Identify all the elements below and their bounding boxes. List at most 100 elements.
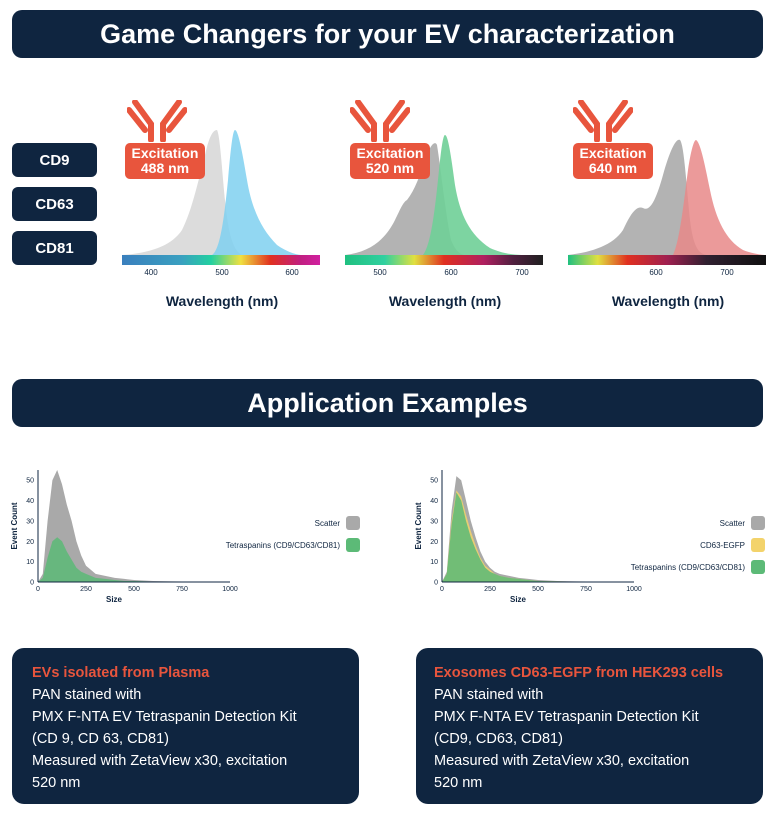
- spectrum-bar: [122, 255, 320, 265]
- x-axis-label: Size: [106, 595, 123, 604]
- emission-curve: [212, 130, 302, 255]
- card-line: PMX F-NTA EV Tetraspanin Detection Kit: [32, 709, 297, 725]
- legend-swatch: [346, 538, 360, 552]
- excitation-label: Excitation: [579, 145, 647, 161]
- excitation-badge: Excitation 520 nm: [350, 143, 430, 179]
- y-tick-label: 50: [430, 478, 438, 485]
- tick-label: 400: [144, 268, 158, 277]
- spectrum-bar: [345, 255, 543, 265]
- x-tick-label: 1000: [222, 586, 238, 593]
- marker-cd81: CD81: [12, 231, 97, 265]
- legend-label: Scatter: [314, 518, 340, 528]
- emission-curve: [673, 140, 766, 255]
- card-line: PAN stained with: [32, 687, 142, 703]
- marker-cd9: CD9: [12, 143, 97, 177]
- spectrum-panel-488: Excitation 488 nm 400 500 600 Wavelength…: [122, 90, 322, 320]
- spectrum-chart: [568, 139, 766, 265]
- spectrum-panel-640: Excitation 640 nm 600 700 Wavelength (nm…: [568, 90, 768, 320]
- spectrum-bar: [568, 255, 766, 265]
- header-title: Game Changers for your EV characterizati…: [100, 18, 675, 49]
- legend-swatch: [751, 560, 765, 574]
- card-line: (CD 9, CD 63, CD81): [32, 731, 169, 747]
- x-tick-label: 500: [532, 586, 544, 593]
- legend-swatch: [751, 516, 765, 530]
- section-banner: Application Examples: [12, 379, 763, 427]
- legend-item: Tetraspanins (CD9/CD63/CD81): [160, 538, 360, 552]
- spectrum-chart: [345, 135, 543, 265]
- y-axis-label: Event Count: [414, 502, 423, 549]
- section-title: Application Examples: [247, 387, 528, 418]
- x-axis-label: Wavelength (nm): [388, 293, 502, 309]
- y-axis-label: Event Count: [10, 502, 19, 549]
- antibody-icon: [350, 100, 410, 142]
- excitation-wavelength: 488 nm: [140, 160, 190, 176]
- antibody-icon: [127, 100, 187, 142]
- tick-label: 700: [720, 268, 734, 277]
- x-tick-label: 0: [36, 586, 40, 593]
- y-tick-label: 40: [430, 498, 438, 505]
- marker-cd63: CD63: [12, 187, 97, 221]
- card-line: PMX F-NTA EV Tetraspanin Detection Kit: [434, 709, 699, 725]
- tick-label: 500: [373, 268, 387, 277]
- legend-label: Scatter: [719, 518, 745, 528]
- legend-label: Tetraspanins (CD9/CD63/CD81): [225, 540, 340, 550]
- y-tick-label: 0: [30, 580, 34, 587]
- card-title: EVs isolated from Plasma: [32, 665, 210, 681]
- x-tick-label: 250: [484, 586, 496, 593]
- card-line: Measured with ZetaView x30, excitation: [434, 753, 690, 769]
- legend-label: CD63-EGFP: [700, 540, 745, 550]
- x-axis-label: Wavelength (nm): [611, 293, 725, 309]
- tick-label: 700: [515, 268, 529, 277]
- card-line: PAN stained with: [434, 687, 544, 703]
- excitation-label: Excitation: [356, 145, 424, 161]
- excitation-curve: [122, 130, 242, 255]
- card-line: Measured with ZetaView x30, excitation: [32, 753, 288, 769]
- emission-curve: [423, 135, 525, 255]
- legend-item: CD63-EGFP: [600, 538, 765, 552]
- excitation-wavelength: 640 nm: [588, 160, 638, 176]
- tick-label: 600: [285, 268, 299, 277]
- y-tick-label: 10: [430, 559, 438, 566]
- y-tick-label: 10: [26, 559, 34, 566]
- x-tick-label: 1000: [626, 586, 642, 593]
- excitation-badge: Excitation 488 nm: [125, 143, 205, 179]
- excitation-label: Excitation: [131, 145, 199, 161]
- legend-swatch: [346, 516, 360, 530]
- y-tick-label: 20: [26, 539, 34, 546]
- x-axis-label: Size: [510, 595, 527, 604]
- y-tick-label: 30: [26, 518, 34, 525]
- y-tick-label: 20: [430, 539, 438, 546]
- card-line: 520 nm: [434, 775, 483, 791]
- excitation-badge: Excitation 640 nm: [573, 143, 653, 179]
- tick-label: 500: [215, 268, 229, 277]
- x-tick-label: 500: [128, 586, 140, 593]
- x-tick-label: 750: [176, 586, 188, 593]
- card-line: 520 nm: [32, 775, 81, 791]
- series-area: [442, 492, 634, 582]
- legend-item: Scatter: [600, 516, 765, 530]
- legend-swatch: [751, 538, 765, 552]
- header-banner: Game Changers for your EV characterizati…: [12, 10, 763, 58]
- x-tick-label: 250: [80, 586, 92, 593]
- spectrum-chart: [122, 130, 320, 265]
- x-axis-label: Wavelength (nm): [165, 293, 279, 309]
- y-tick-label: 0: [434, 580, 438, 587]
- excitation-curve: [568, 139, 708, 255]
- series-area: [38, 537, 230, 582]
- legend-item: Tetraspanins (CD9/CD63/CD81): [565, 560, 765, 574]
- info-card-plasma: EVs isolated from Plasma PAN stained wit…: [12, 648, 359, 804]
- legend-label: Tetraspanins (CD9/CD63/CD81): [630, 562, 745, 572]
- y-tick-label: 40: [26, 498, 34, 505]
- card-title: Exosomes CD63-EGFP from HEK293 cells: [434, 665, 724, 681]
- tick-label: 600: [649, 268, 663, 277]
- info-card-hek293: Exosomes CD63-EGFP from HEK293 cells PAN…: [416, 648, 763, 804]
- antibody-icon: [573, 100, 633, 142]
- y-tick-label: 50: [26, 478, 34, 485]
- excitation-wavelength: 520 nm: [365, 160, 415, 176]
- x-tick-label: 0: [440, 586, 444, 593]
- legend-item: Scatter: [200, 516, 360, 530]
- x-tick-label: 750: [580, 586, 592, 593]
- spectrum-panel-520: Excitation 520 nm 500 600 700 Wavelength…: [345, 90, 545, 320]
